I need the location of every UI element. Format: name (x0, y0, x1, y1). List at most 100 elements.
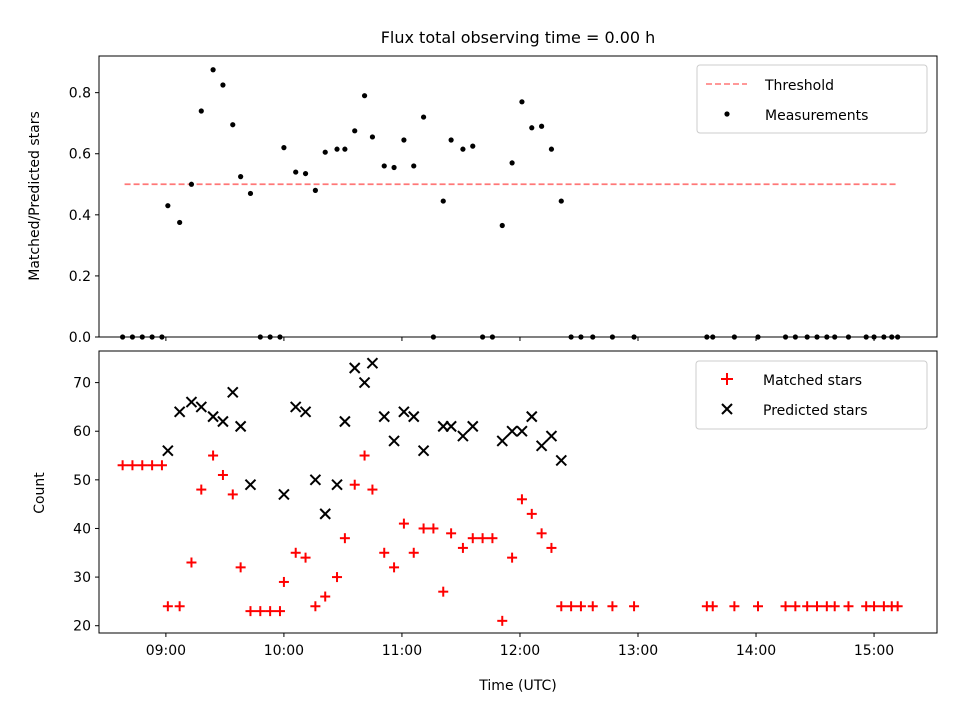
matched-star-point (869, 601, 880, 612)
predicted-star-point (516, 425, 528, 437)
bottom-marks (117, 357, 903, 626)
matched-star-point (497, 615, 508, 626)
matched-star-point (507, 552, 518, 563)
predicted-star-point (290, 401, 302, 413)
predicted-star-point (398, 406, 410, 418)
bottom-y-ticks: 20 30 40 50 60 70 (73, 376, 99, 635)
predicted-star-point (227, 386, 239, 399)
matched-star-point (310, 601, 321, 612)
legend-measurements-swatch (724, 111, 730, 117)
matched-star-point (339, 533, 350, 544)
matched-star-point (556, 601, 567, 612)
predicted-star-point (173, 406, 186, 418)
predicted-star-point (309, 474, 322, 486)
bottom-x-tick-label: 12:00 (500, 643, 540, 659)
legend-matched-label: Matched stars (763, 373, 862, 389)
legend-measurements-label: Measurements (765, 108, 868, 124)
bottom-x-tick-label: 11:00 (382, 643, 422, 659)
measurement-point (281, 145, 287, 151)
matched-star-point (752, 601, 763, 612)
matched-star-point (516, 494, 527, 505)
matched-star-point (843, 601, 854, 612)
matched-star-point (389, 562, 400, 573)
predicted-star-point (457, 430, 469, 442)
top-y-ticks: 0.0 0.2 0.4 0.6 0.8 (69, 86, 99, 346)
measurement-point (312, 187, 318, 193)
top-y-tick-label: 0.8 (69, 86, 91, 102)
bottom-y-axis-label: Count (32, 472, 48, 514)
matched-star-point (487, 533, 498, 544)
predicted-star-point (299, 406, 312, 418)
matched-star-point (398, 518, 409, 529)
matched-star-point (196, 484, 207, 495)
matched-star-point (729, 601, 740, 612)
matched-star-point (457, 542, 468, 553)
top-legend-box (696, 64, 928, 134)
predicted-star-point (555, 454, 567, 467)
matched-star-point (265, 606, 276, 617)
measurement-point (334, 146, 340, 152)
bottom-y-tick-label: 60 (73, 424, 91, 440)
top-marks (120, 67, 901, 340)
bottom-x-tick-label: 15:00 (854, 643, 894, 659)
matched-star-point (428, 523, 439, 534)
matched-star-point (446, 528, 457, 539)
matched-star-point (780, 601, 791, 612)
matched-star-point (359, 450, 370, 461)
top-y-tick-label: 0.0 (69, 330, 91, 346)
matched-star-point (829, 601, 840, 612)
matched-star-point (629, 601, 640, 612)
bottom-y-tick-label: 70 (73, 376, 91, 392)
measurement-point (460, 146, 466, 152)
matched-star-point (438, 586, 449, 597)
measurement-point (188, 181, 195, 187)
measurement-point (448, 137, 454, 143)
top-legend: Threshold Measurements (696, 64, 928, 134)
measurement-point (529, 125, 535, 131)
measurement-point (302, 170, 309, 177)
matched-star-point (290, 547, 301, 558)
bottom-x-tick-label: 10:00 (264, 643, 304, 659)
predicted-star-point (207, 410, 219, 423)
matched-star-point (536, 528, 547, 539)
predicted-star-point (244, 478, 257, 491)
predicted-star-point (331, 478, 343, 491)
measurement-point (519, 99, 525, 105)
measurement-point (539, 123, 545, 129)
predicted-star-point (195, 401, 207, 413)
measurement-point (411, 163, 417, 169)
measurement-point (420, 114, 427, 120)
bottom-y-tick-label: 50 (73, 473, 91, 489)
matched-star-point (278, 576, 289, 587)
matched-star-point (147, 460, 158, 471)
predicted-star-point (417, 444, 430, 457)
legend-matched-swatch (721, 373, 733, 385)
predicted-star-point (535, 440, 548, 452)
predicted-star-point (378, 410, 390, 423)
matched-star-point (235, 562, 246, 573)
legend-threshold-label: Threshold (764, 78, 834, 94)
measurement-point (220, 82, 226, 88)
matched-star-point (208, 450, 219, 461)
matched-star-point (162, 601, 173, 612)
matched-star-point (156, 460, 167, 471)
measurement-point (470, 143, 476, 149)
predicted-star-point (445, 420, 457, 433)
predicted-star-point (388, 435, 400, 447)
measurement-point (238, 174, 244, 180)
matched-star-point (300, 552, 311, 563)
predicted-star-point (506, 425, 518, 437)
legend-predicted-label: Predicted stars (763, 403, 868, 419)
measurement-point (558, 198, 564, 204)
measurement-point (177, 219, 183, 226)
matched-star-point (217, 469, 228, 480)
matched-star-point (227, 489, 238, 500)
measurement-point (230, 122, 236, 128)
matched-star-point (526, 508, 537, 519)
predicted-star-point (217, 415, 229, 428)
matched-star-point (802, 601, 813, 612)
measurement-point (322, 149, 328, 155)
matched-star-point (575, 601, 586, 612)
matched-star-point (367, 484, 378, 495)
